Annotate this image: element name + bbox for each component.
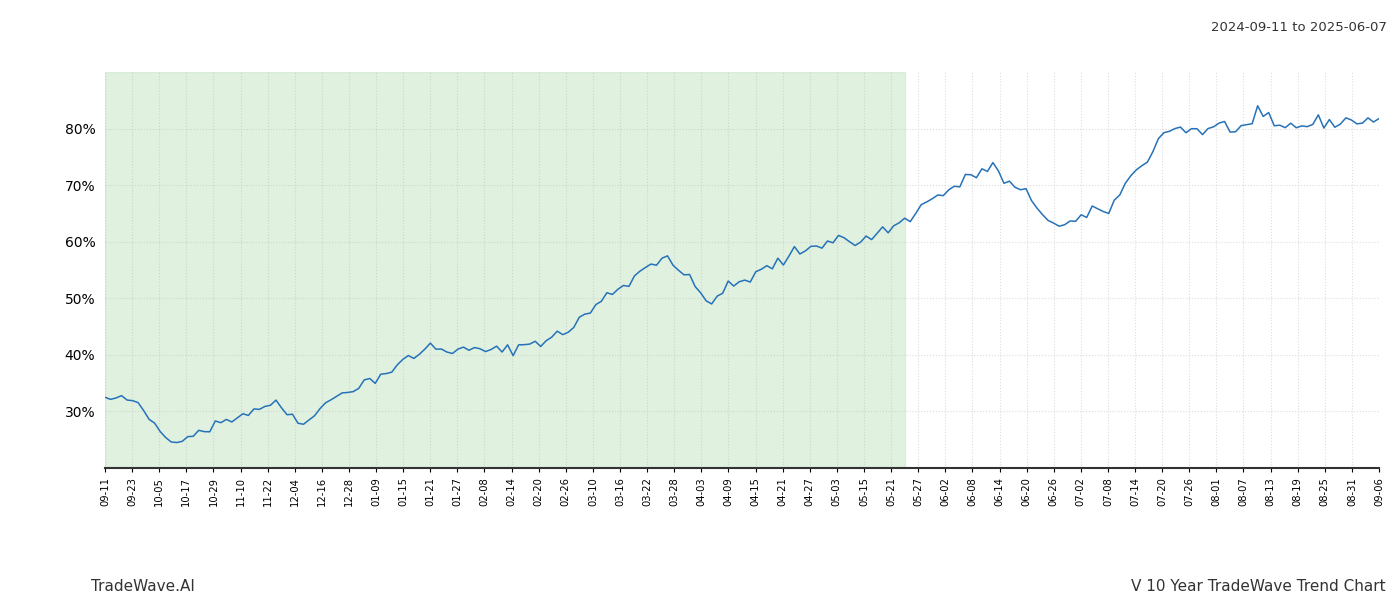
Text: V 10 Year TradeWave Trend Chart: V 10 Year TradeWave Trend Chart <box>1131 579 1386 594</box>
Bar <box>105 72 904 468</box>
Text: TradeWave.AI: TradeWave.AI <box>91 579 195 594</box>
Text: 2024-09-11 to 2025-06-07: 2024-09-11 to 2025-06-07 <box>1211 21 1387 34</box>
